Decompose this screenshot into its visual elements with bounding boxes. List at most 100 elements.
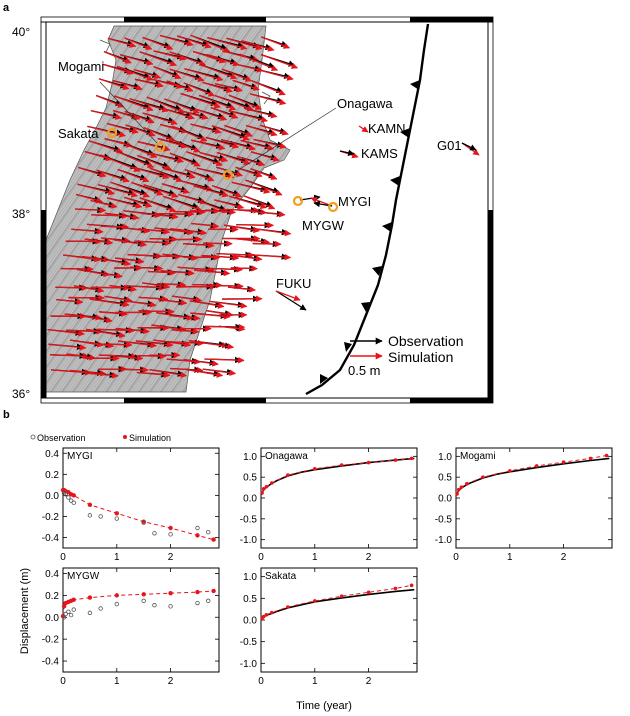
displacement-arrow xyxy=(252,253,292,261)
timeseries-legend: Observation Simulation xyxy=(30,433,171,443)
displacement-arrow xyxy=(172,125,208,142)
station-label-sakata: Sakata xyxy=(58,126,99,141)
legend-simulation-dot xyxy=(123,435,127,439)
displacement-arrow xyxy=(157,281,187,289)
timeseries-panel: 0.4 0.2 0.0 -0.2 -0.40 1 2 MYGW xyxy=(42,567,220,687)
displacement-arrow xyxy=(47,328,85,337)
x-axis-label: Time (year) xyxy=(296,700,352,712)
simulation-point xyxy=(409,456,414,461)
timeseries-panel: 1.0 0.5 0.0 -0.5 -1.00 1 2 Mogami xyxy=(435,447,613,563)
observation-point xyxy=(87,513,93,518)
x-tick-label: 0 xyxy=(453,552,459,563)
simulation-point xyxy=(71,597,76,602)
station-label-kams: KAMS xyxy=(361,146,398,161)
legend-simulation-text: Simulation xyxy=(129,433,171,443)
displacement-arrow xyxy=(173,208,206,216)
simulation-line xyxy=(62,590,214,617)
displacement-arrow xyxy=(260,124,289,136)
y-tick-label: -1.0 xyxy=(240,659,258,670)
displacement-arrow xyxy=(168,138,201,153)
simulation-point xyxy=(168,525,173,531)
displacement-arrow xyxy=(96,169,130,183)
displacement-arrow xyxy=(198,94,237,111)
displacement-arrow xyxy=(161,183,190,194)
displacement-arrow xyxy=(230,265,258,272)
displacement-arrow xyxy=(211,125,250,141)
lat-label-40: 40° xyxy=(12,25,30,39)
displacement-arrow xyxy=(202,81,233,93)
displacement-arrow xyxy=(112,80,143,91)
displacement-arrow xyxy=(162,253,199,262)
observation-point xyxy=(98,514,103,519)
displacement-arrow xyxy=(190,123,222,135)
lat-label-36: 36° xyxy=(12,387,30,401)
displacement-arrow xyxy=(253,227,292,237)
y-tick-label: -0.4 xyxy=(42,533,60,544)
observation-point xyxy=(63,492,68,497)
observation-point xyxy=(152,531,157,536)
x-tick-label: 2 xyxy=(168,552,174,563)
plot-title: Sakata xyxy=(265,571,297,582)
displacement-arrow xyxy=(70,369,107,377)
displacement-arrow xyxy=(73,285,105,294)
displacement-arrow xyxy=(192,50,226,64)
displacement-arrow xyxy=(98,184,138,198)
displacement-arrow xyxy=(211,185,243,198)
displacement-arrow xyxy=(229,195,267,210)
displacement-arrow xyxy=(125,124,156,137)
observation-point xyxy=(195,600,200,606)
displacement-arrow xyxy=(109,284,137,293)
displacement-arrow xyxy=(218,325,246,332)
simulation-point xyxy=(455,492,459,496)
station-label-onagawa: Onagawa xyxy=(337,96,393,111)
displacement-arrow xyxy=(190,312,231,320)
simulation-point xyxy=(269,481,274,485)
plot-title: Onagawa xyxy=(265,451,308,462)
displacement-arrow xyxy=(234,255,263,262)
displacement-arrow xyxy=(209,282,244,290)
displacement-arrow xyxy=(134,78,164,88)
displacement-arrow xyxy=(131,181,164,196)
displacement-arrow xyxy=(236,221,275,229)
displacement-arrow xyxy=(216,151,251,165)
map-frame-bars xyxy=(41,17,493,403)
displacement-arrow xyxy=(241,40,275,52)
displacement-arrow xyxy=(257,211,286,218)
displacement-arrow xyxy=(142,282,171,290)
displacement-arrow xyxy=(114,239,148,248)
plot-frame xyxy=(260,447,418,549)
simulation-point xyxy=(87,595,93,600)
lat-label-38: 38° xyxy=(12,207,30,221)
station-label-mygw: MYGW xyxy=(302,218,345,233)
simulation-point xyxy=(71,493,76,498)
simulation-line xyxy=(456,455,607,494)
station-marker-mygi xyxy=(292,195,304,207)
simulation-point xyxy=(211,537,216,542)
observation-point xyxy=(206,530,211,535)
x-tick-label: 1 xyxy=(114,676,120,687)
displacement-arrow xyxy=(224,124,253,137)
y-tick-label: 0.0 xyxy=(45,613,59,624)
observation-point xyxy=(168,604,173,609)
simulation-point xyxy=(339,594,344,598)
observation-point xyxy=(66,495,71,500)
displacement-arrow xyxy=(135,340,174,348)
displacement-arrow xyxy=(249,93,287,106)
displacement-arrow xyxy=(245,179,283,196)
simulation-point xyxy=(588,456,593,461)
displacement-arrow xyxy=(163,167,196,180)
y-tick-label: 0.4 xyxy=(45,449,59,460)
displacement-arrow xyxy=(223,224,260,234)
displacement-arrow xyxy=(119,141,158,159)
displacement-arrow xyxy=(207,37,248,51)
displacement-arrow xyxy=(358,125,369,133)
displacement-arrow xyxy=(115,257,145,265)
y-tick-label: -1.0 xyxy=(240,535,258,546)
displacement-arrow xyxy=(200,64,238,80)
displacement-arrow xyxy=(89,298,130,308)
y-tick-label: 0.0 xyxy=(438,494,452,505)
displacement-arrow xyxy=(239,53,279,71)
simulation-point xyxy=(312,467,317,471)
